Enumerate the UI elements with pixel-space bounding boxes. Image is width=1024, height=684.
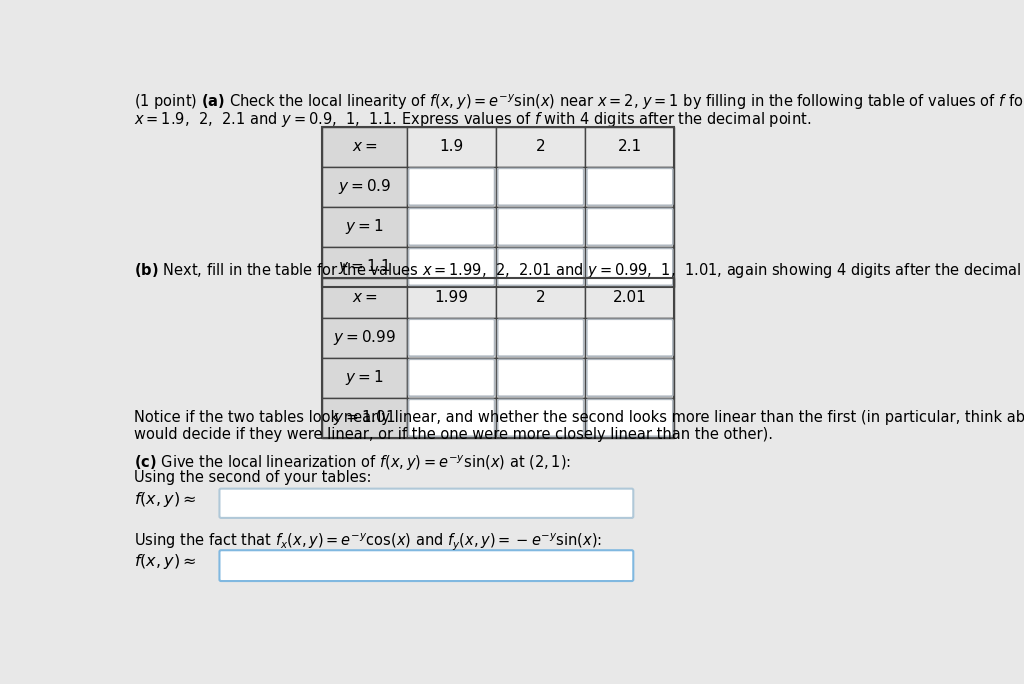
FancyBboxPatch shape (587, 168, 673, 205)
FancyBboxPatch shape (587, 209, 673, 246)
Bar (322, 398, 407, 438)
Text: Using the fact that $f_x(x, y) = e^{-y}\cos(x)$ and $f_y(x, y) = -e^{-y}\sin(x)$: Using the fact that $f_x(x, y) = e^{-y}\… (134, 531, 602, 553)
Bar (586, 167, 675, 207)
FancyBboxPatch shape (587, 399, 673, 436)
Bar (407, 358, 496, 398)
Bar (407, 127, 496, 167)
Bar (586, 247, 675, 287)
Bar (496, 207, 586, 247)
Bar (322, 278, 675, 438)
Bar (496, 167, 586, 207)
Bar (322, 317, 407, 358)
Text: $\mathbf{(c)}$ Give the local linearization of $f(x, y) = e^{-y}\sin(x)$ at $(2,: $\mathbf{(c)}$ Give the local linearizat… (134, 453, 571, 473)
FancyBboxPatch shape (498, 209, 584, 246)
Bar (407, 167, 496, 207)
Bar (496, 247, 586, 287)
Text: Using the second of your tables:: Using the second of your tables: (134, 470, 372, 485)
Bar (407, 207, 496, 247)
FancyBboxPatch shape (219, 488, 633, 518)
Text: $y = 0.99$: $y = 0.99$ (333, 328, 396, 347)
Bar (586, 127, 675, 167)
FancyBboxPatch shape (219, 550, 633, 581)
FancyBboxPatch shape (409, 399, 495, 436)
Bar (496, 358, 586, 398)
Bar (586, 358, 675, 398)
Text: $x = $: $x = $ (351, 290, 377, 305)
Text: Notice if the two tables look nearly linear, and whether the second looks more l: Notice if the two tables look nearly lin… (134, 410, 1024, 425)
FancyBboxPatch shape (587, 319, 673, 356)
FancyBboxPatch shape (498, 319, 584, 356)
Text: $f(x, y) \approx$: $f(x, y) \approx$ (134, 490, 197, 509)
Text: 1.99: 1.99 (434, 290, 469, 305)
FancyBboxPatch shape (409, 319, 495, 356)
FancyBboxPatch shape (409, 209, 495, 246)
Text: 2: 2 (536, 140, 546, 155)
Bar (322, 278, 407, 317)
Text: $y = 1$: $y = 1$ (345, 368, 384, 387)
Bar (407, 398, 496, 438)
Text: (1 point) $\mathbf{(a)}$ Check the local linearity of $f(x, y) = e^{-y}\sin(x)$ : (1 point) $\mathbf{(a)}$ Check the local… (134, 93, 1024, 112)
Text: $x = 1.9$,  2,  2.1 and $y = 0.9$,  1,  1.1. Express values of $f$ with 4 digits: $x = 1.9$, 2, 2.1 and $y = 0.9$, 1, 1.1.… (134, 110, 811, 129)
FancyBboxPatch shape (498, 359, 584, 396)
Bar (586, 317, 675, 358)
Bar (322, 207, 407, 247)
Bar (322, 247, 407, 287)
Text: $y = 0.9$: $y = 0.9$ (338, 177, 391, 196)
FancyBboxPatch shape (409, 168, 495, 205)
FancyBboxPatch shape (498, 168, 584, 205)
Text: 2: 2 (536, 290, 546, 305)
FancyBboxPatch shape (587, 359, 673, 396)
Text: 1.9: 1.9 (439, 140, 464, 155)
FancyBboxPatch shape (498, 248, 584, 285)
Bar (407, 278, 496, 317)
Bar (586, 207, 675, 247)
FancyBboxPatch shape (587, 248, 673, 285)
Bar (322, 127, 407, 167)
Bar (496, 398, 586, 438)
Bar (586, 278, 675, 317)
FancyBboxPatch shape (498, 399, 584, 436)
Text: $f(x, y) \approx$: $f(x, y) \approx$ (134, 552, 197, 570)
Bar (322, 167, 407, 207)
Bar (496, 278, 586, 317)
Text: $y = 1.1$: $y = 1.1$ (338, 257, 391, 276)
Bar (322, 358, 407, 398)
Text: $y = 1$: $y = 1$ (345, 218, 384, 237)
FancyBboxPatch shape (409, 248, 495, 285)
Text: $\mathbf{(b)}$ Next, fill in the table for the values $x = 1.99$,  2,  2.01 and : $\mathbf{(b)}$ Next, fill in the table f… (134, 261, 1024, 280)
FancyBboxPatch shape (409, 359, 495, 396)
Text: 2.01: 2.01 (613, 290, 647, 305)
Bar (496, 127, 586, 167)
Text: $y = 1.01$: $y = 1.01$ (333, 408, 395, 428)
Bar (322, 127, 675, 287)
Bar (586, 398, 675, 438)
Text: $x = $: $x = $ (351, 140, 377, 155)
Bar (407, 317, 496, 358)
Text: would decide if they were linear, or if the one were more closely linear than th: would decide if they were linear, or if … (134, 427, 773, 442)
Bar (407, 247, 496, 287)
Text: 2.1: 2.1 (617, 140, 642, 155)
Bar (496, 317, 586, 358)
